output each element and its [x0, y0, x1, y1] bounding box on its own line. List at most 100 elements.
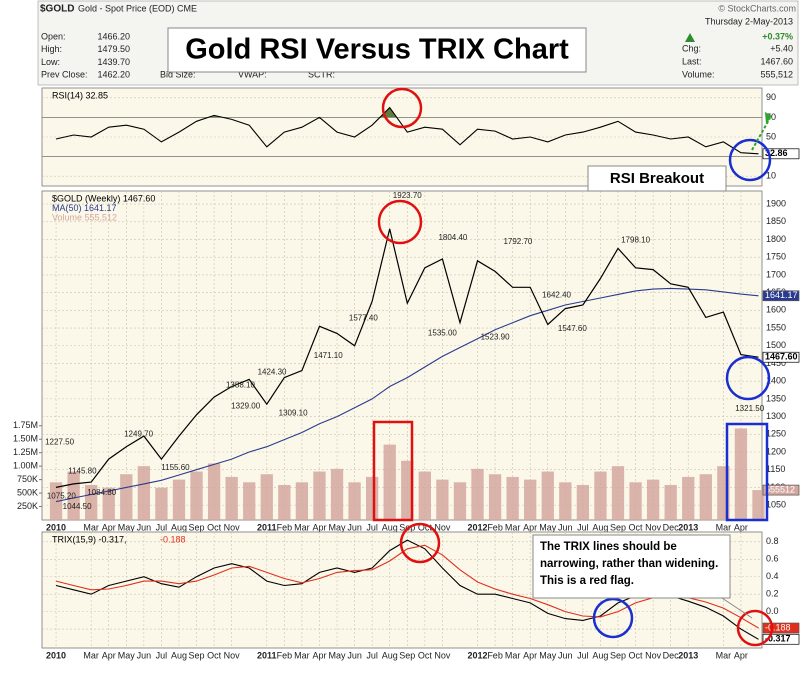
x-tick-label: Jul: [577, 522, 589, 532]
y-tick-label: 0.0: [766, 606, 779, 616]
x-tick-label: 2010: [46, 650, 66, 660]
legend-entry: Volume 555,512: [52, 212, 117, 222]
highlight-box: [372, 420, 414, 522]
y-tick-label: 1200: [766, 446, 786, 456]
volume-bar: [190, 471, 203, 520]
stat-label: Chg:: [682, 43, 701, 53]
price-label: 1798.10: [621, 235, 650, 244]
volume-bar: [646, 479, 660, 520]
highlight-circle: [381, 87, 423, 129]
y-tick-label: 1700: [766, 269, 786, 279]
header-rows: Open: 1466.20 High: 1479.50 Low: 1439.70 Prev …: [41, 31, 130, 79]
volume-bar: [524, 479, 537, 520]
x-tick-label: Oct: [629, 650, 644, 660]
credit: © StockCharts.com: [718, 3, 796, 13]
highlight-circle: [399, 522, 441, 564]
x-tick-label: Oct: [418, 522, 433, 532]
x-tick-label: 2013: [678, 522, 698, 532]
x-tick-label: Nov: [224, 650, 241, 660]
x-tick-label: Mar: [716, 650, 732, 660]
volume-bar: [243, 482, 256, 520]
price-label: 1321.50: [735, 404, 764, 413]
header-label: Low:: [41, 57, 60, 67]
price-label: 1075.20: [47, 491, 76, 500]
volume-bar: [102, 487, 115, 520]
date: Thursday 2-May-2013: [705, 16, 793, 26]
x-tick-label: Oct: [629, 522, 644, 532]
y-tick-label: 1450: [766, 358, 786, 368]
x-tick-label: 2010: [46, 522, 66, 532]
x-tick-label: Sep: [610, 650, 626, 660]
x-tick-label: 2012: [467, 522, 487, 532]
header-label: High:: [41, 44, 62, 54]
volume-bar: [330, 468, 344, 520]
y2-tick-label: 500K: [17, 487, 38, 497]
stat-label: Last:: [682, 56, 702, 66]
highlight-circle: [377, 199, 423, 245]
highlight-circle: [592, 597, 634, 639]
volume-bar: [348, 482, 361, 520]
volume-bar: [629, 482, 642, 520]
price-label: 1523.90: [481, 332, 510, 341]
x-tick-label: Apr: [102, 522, 116, 532]
y-tick-label: 0.2: [766, 589, 779, 599]
series-line: [55, 544, 759, 629]
price-label: 1084.80: [87, 488, 116, 497]
title: Gold RSI Versus TRIX Chart: [185, 34, 569, 66]
price-label: 1044.50: [63, 502, 92, 511]
value-tag: [762, 290, 800, 302]
price-label: 1642.40: [542, 290, 571, 299]
value-tag: [762, 633, 800, 645]
x-tick-label: Feb: [277, 650, 293, 660]
volume-bar: [453, 482, 467, 520]
volume-bar: [541, 471, 554, 520]
x-tick-label: Nov: [645, 650, 662, 660]
legend-entry: -0.188: [160, 534, 186, 544]
price-label: 1227.50: [45, 437, 74, 446]
x-tick-label: Oct: [418, 650, 433, 660]
x-tick-label: Jul: [156, 650, 168, 660]
value-tag-label: 1641.17: [765, 290, 798, 300]
volume-bar: [295, 482, 309, 520]
volume-bar: [172, 479, 186, 520]
breakout-arrowhead: [765, 112, 772, 124]
value-tag: [762, 351, 800, 363]
x-tick-label: Jul: [366, 522, 378, 532]
price-label: 1388.10: [226, 380, 255, 389]
y2-tick-label: 1.50M: [13, 434, 38, 444]
note-box: [587, 165, 727, 192]
x-tick-label: Jul: [577, 650, 589, 660]
x-tick-label: Oct: [207, 650, 222, 660]
x-tick-label: Mar: [716, 522, 732, 532]
x-tick-label: Nov: [645, 522, 662, 532]
header-label: Open:: [41, 31, 66, 41]
description: Gold - Spot Price (EOD) CME: [78, 3, 197, 13]
y-tick-label: 1800: [766, 234, 786, 244]
x-tick-label: Nov: [434, 522, 451, 532]
volume-bar: [682, 476, 695, 520]
vwap: VWAP:: [238, 69, 267, 79]
legend-entry: MA(50) 1641.17: [52, 203, 117, 213]
y2-tick-label: 1.25M: [13, 447, 38, 457]
y-tick-label: 1550: [766, 322, 786, 332]
y-tick-label: 1600: [766, 305, 786, 315]
x-tick-label: Mar: [294, 522, 310, 532]
x-tick-label: Aug: [592, 650, 608, 660]
legend-entry: TRIX(15,9) -0.317,: [52, 534, 127, 544]
volume-bar: [559, 482, 572, 520]
volume-bar: [313, 471, 326, 520]
y-tick-label: 0.6: [766, 554, 779, 564]
x-tick-label: Aug: [382, 650, 398, 660]
volume-bar: [471, 468, 484, 520]
x-tick-label: Aug: [171, 650, 187, 660]
y-tick-label: 1900: [766, 198, 786, 208]
series-line: [55, 287, 759, 503]
title-box: [167, 27, 587, 73]
x-tick-label: Apr: [523, 522, 537, 532]
volume-bar: [120, 474, 133, 520]
x-tick-label: May: [329, 522, 347, 532]
price-label: 1155.60: [161, 463, 190, 472]
x-tick-label: Sep: [610, 522, 626, 532]
x-tick-label: 2011: [257, 650, 277, 660]
